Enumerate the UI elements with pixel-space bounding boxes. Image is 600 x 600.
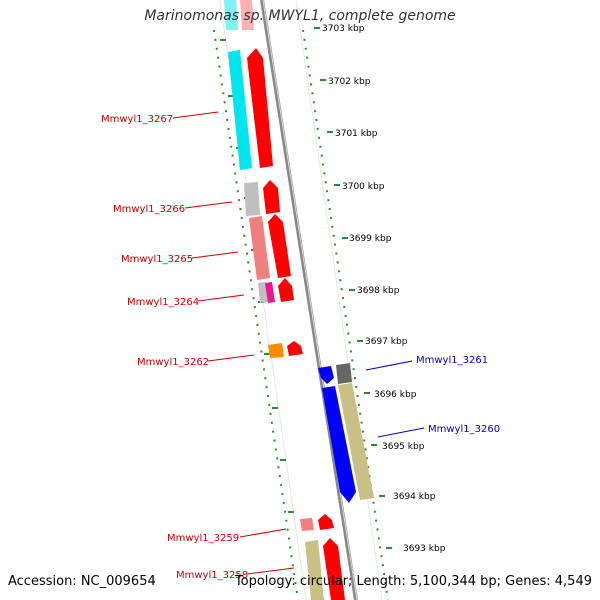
gene-block-cyan[interactable]	[224, 0, 238, 30]
gene-label[interactable]: Mmwyl1_3258	[176, 570, 248, 581]
gene-block-cyan[interactable]	[228, 50, 252, 170]
gene-block-grey[interactable]	[244, 182, 260, 216]
tick-label: 3693 kbp	[403, 544, 446, 554]
tick-label: 3698 kbp	[357, 286, 400, 296]
gene-arrow-blue[interactable]	[318, 366, 334, 384]
tick-label: 3700 kbp	[342, 182, 385, 192]
tick-label: 3703 kbp	[322, 24, 365, 34]
right-track-border	[302, 29, 389, 600]
backbone-line	[260, 0, 358, 600]
genome-summary-text: Topology: circular; Length: 5,100,344 bp…	[234, 574, 592, 589]
label-connectors	[172, 111, 425, 575]
gene-label[interactable]: Mmwyl1_3266	[113, 204, 185, 215]
gene-label[interactable]: Mmwyl1_3259	[167, 533, 239, 544]
tick-label: 3701 kbp	[335, 129, 378, 139]
gene-arrow-red[interactable]	[287, 341, 303, 356]
tick-label: 3695 kbp	[382, 442, 425, 452]
gene-label[interactable]: Mmwyl1_3267	[101, 114, 173, 125]
tick-label: 3699 kbp	[349, 234, 392, 244]
tick-label: 3702 kbp	[328, 77, 371, 87]
gene-label[interactable]: Mmwyl1_3262	[137, 357, 209, 368]
backbone-highlight	[262, 0, 358, 600]
gene-arrow-red[interactable]	[247, 48, 273, 168]
left-track-border-upper	[213, 29, 299, 600]
gene-arrow-red[interactable]	[318, 514, 334, 530]
gene-arrow-red[interactable]	[278, 278, 294, 302]
gene-label[interactable]: Mmwyl1_3265	[121, 254, 193, 265]
gene-block-red[interactable]	[240, 0, 254, 30]
track-edge-right	[295, 0, 383, 600]
gene-block-salmon[interactable]	[249, 216, 270, 280]
gene-arrow-red[interactable]	[323, 538, 345, 600]
gene-label[interactable]: Mmwyl1_3261	[416, 355, 488, 366]
accession-text: Accession: NC_009654	[8, 574, 156, 589]
genome-title: Marinomonas sp. MWYL1, complete genome	[144, 8, 456, 24]
tick-label: 3697 kbp	[365, 337, 408, 347]
gene-block-magenta[interactable]	[265, 282, 275, 303]
gene-arrow-red[interactable]	[263, 180, 280, 214]
gene-label[interactable]: Mmwyl1_3260	[428, 424, 500, 435]
gene-block-khaki[interactable]	[305, 540, 324, 600]
gene-arrow-blue[interactable]	[322, 386, 356, 503]
tick-label: 3694 kbp	[393, 492, 436, 502]
gene-block-orange[interactable]	[268, 343, 284, 358]
gene-block-darkgrey[interactable]	[336, 363, 352, 384]
gene-block-khaki[interactable]	[338, 383, 374, 500]
gene-block-grey[interactable]	[258, 282, 268, 303]
gene-label[interactable]: Mmwyl1_3264	[127, 297, 199, 308]
tick-label: 3696 kbp	[374, 390, 417, 400]
gene-block-salmon[interactable]	[300, 518, 314, 531]
gene-arrow-red[interactable]	[268, 214, 291, 278]
